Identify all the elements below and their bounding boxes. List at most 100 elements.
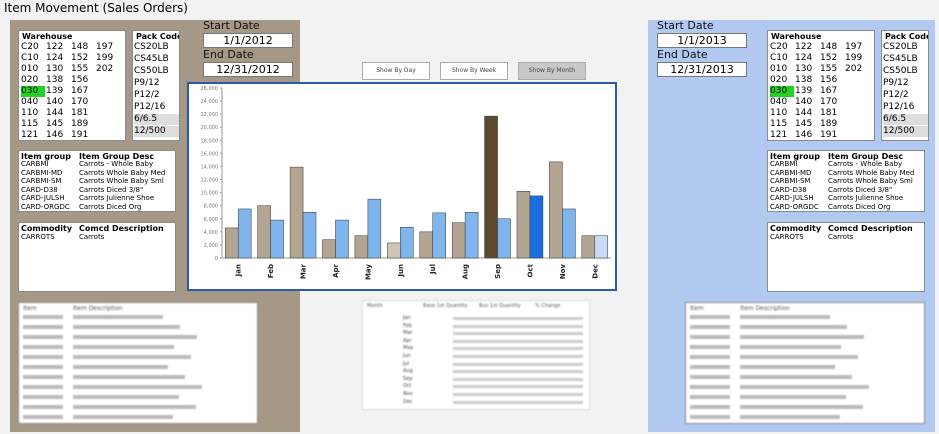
pack-code-item[interactable]: P12/16: [134, 102, 166, 112]
commodity-cell[interactable]: CARROTS: [770, 233, 804, 241]
warehouse-item[interactable]: 020: [770, 75, 788, 85]
pack-code-item[interactable]: 12/500: [883, 126, 928, 137]
warehouse-item[interactable]: 144: [46, 108, 64, 118]
item-group-cell[interactable]: Carrots Diced Org: [79, 202, 142, 211]
warehouse-item[interactable]: 130: [46, 64, 64, 74]
warehouse-item[interactable]: 155: [71, 64, 89, 74]
item-group-cell[interactable]: CARBMI-SM: [770, 177, 811, 185]
item-group-cell[interactable]: Carrots Whole Baby Sml: [79, 177, 164, 185]
warehouse-item[interactable]: 040: [21, 97, 39, 107]
warehouse-item[interactable]: 144: [795, 108, 813, 118]
pack-code-item[interactable]: P9/12: [883, 78, 909, 88]
pack-code-item[interactable]: CS50LB: [883, 66, 918, 76]
warehouse-item[interactable]: 020: [21, 75, 39, 85]
end-date-input[interactable]: 12/31/2013: [657, 62, 747, 77]
warehouse-item[interactable]: 191: [820, 130, 838, 140]
warehouse-item[interactable]: 139: [795, 86, 813, 96]
end-date-input[interactable]: 12/31/2012: [203, 62, 293, 77]
pack-code-item[interactable]: CS45LB: [883, 54, 918, 64]
item-group-cell[interactable]: CARD-D38: [770, 185, 807, 194]
pack-code-item[interactable]: CS20LB: [134, 42, 169, 52]
warehouse-item[interactable]: C20: [770, 42, 788, 52]
commodity-cell[interactable]: CARROTS: [21, 233, 55, 241]
pack-code-item[interactable]: CS50LB: [134, 66, 169, 76]
item-group-cell[interactable]: Carrots Whole Baby Med: [828, 168, 915, 177]
warehouse-item[interactable]: 110: [21, 108, 39, 118]
warehouse-item[interactable]: 138: [795, 75, 813, 85]
warehouse-item[interactable]: 189: [71, 119, 89, 129]
warehouse-item[interactable]: 167: [71, 86, 89, 96]
warehouse-item[interactable]: 146: [795, 130, 813, 140]
item-group-cell[interactable]: Carrots Whole Baby Sml: [828, 177, 913, 185]
item-group-cell[interactable]: CARBMI: [770, 160, 798, 168]
warehouse-item[interactable]: 122: [795, 42, 813, 52]
warehouse-item[interactable]: 139: [46, 86, 64, 96]
pack-code-item[interactable]: P12/16: [883, 102, 915, 112]
warehouse-item[interactable]: 191: [71, 130, 89, 140]
item-group-cell[interactable]: CARD-ORGDC: [770, 202, 819, 211]
pack-code-item[interactable]: 12/500: [134, 126, 179, 137]
warehouse-item[interactable]: 197: [845, 42, 863, 52]
warehouse-item[interactable]: 030: [770, 86, 794, 97]
view-button[interactable]: Show By Day: [362, 62, 430, 80]
warehouse-item[interactable]: 121: [770, 130, 788, 140]
item-group-cell[interactable]: Carrots Diced 3/8": [79, 185, 144, 194]
warehouse-item[interactable]: 199: [845, 53, 863, 63]
warehouse-item[interactable]: 202: [96, 64, 114, 74]
warehouse-item[interactable]: 110: [770, 108, 788, 118]
warehouse-item[interactable]: 152: [71, 53, 89, 63]
warehouse-item[interactable]: 140: [46, 97, 64, 107]
item-group-cell[interactable]: CARBMI-SM: [21, 177, 62, 185]
warehouse-item[interactable]: 170: [71, 97, 89, 107]
warehouse-item[interactable]: 199: [96, 53, 114, 63]
pack-code-item[interactable]: CS20LB: [883, 42, 918, 52]
view-button[interactable]: Show By Week: [440, 62, 508, 80]
item-group-cell[interactable]: Carrots Diced Org: [828, 202, 891, 211]
warehouse-item[interactable]: 140: [795, 97, 813, 107]
start-date-input[interactable]: 1/1/2013: [657, 33, 747, 48]
item-group-cell[interactable]: CARD-JULSH: [21, 194, 65, 202]
item-group-cell[interactable]: CARBMI-MD: [21, 168, 63, 177]
warehouse-item[interactable]: 156: [820, 75, 838, 85]
warehouse-item[interactable]: 197: [96, 42, 114, 52]
warehouse-item[interactable]: 145: [795, 119, 813, 129]
warehouse-item[interactable]: 010: [770, 64, 788, 74]
warehouse-item[interactable]: 155: [820, 64, 838, 74]
warehouse-item[interactable]: 181: [820, 108, 838, 118]
warehouse-item[interactable]: 145: [46, 119, 64, 129]
commodity-cell[interactable]: Carrots: [79, 233, 105, 241]
warehouse-item[interactable]: C10: [21, 53, 39, 63]
commodity-cell[interactable]: Carrots: [828, 233, 854, 241]
warehouse-item[interactable]: 122: [46, 42, 64, 52]
pack-code-item[interactable]: 6/6.5: [883, 114, 928, 125]
item-group-cell[interactable]: Carrots Diced 3/8": [828, 185, 893, 194]
item-group-cell[interactable]: CARD-D38: [21, 185, 58, 194]
item-group-cell[interactable]: Carrots - Whole Baby: [79, 160, 154, 168]
view-button[interactable]: Show By Month: [518, 62, 586, 80]
item-group-cell[interactable]: Carrots Julienne Shoe: [79, 194, 155, 202]
warehouse-item[interactable]: C10: [770, 53, 788, 63]
warehouse-item[interactable]: 152: [820, 53, 838, 63]
pack-code-item[interactable]: P12/2: [883, 90, 909, 100]
warehouse-item[interactable]: 040: [770, 97, 788, 107]
warehouse-item[interactable]: 030: [21, 86, 45, 97]
warehouse-item[interactable]: 010: [21, 64, 39, 74]
warehouse-item[interactable]: 181: [71, 108, 89, 118]
warehouse-item[interactable]: 148: [71, 42, 89, 52]
warehouse-item[interactable]: 146: [46, 130, 64, 140]
warehouse-item[interactable]: 167: [820, 86, 838, 96]
warehouse-item[interactable]: 138: [46, 75, 64, 85]
warehouse-item[interactable]: 115: [21, 119, 39, 129]
pack-code-item[interactable]: CS45LB: [134, 54, 169, 64]
pack-code-item[interactable]: P12/2: [134, 90, 160, 100]
warehouse-item[interactable]: C20: [21, 42, 39, 52]
item-group-cell[interactable]: CARD-JULSH: [770, 194, 814, 202]
warehouse-item[interactable]: 156: [71, 75, 89, 85]
warehouse-item[interactable]: 124: [46, 53, 64, 63]
item-group-cell[interactable]: Carrots Whole Baby Med: [79, 168, 166, 177]
warehouse-item[interactable]: 202: [845, 64, 863, 74]
warehouse-item[interactable]: 130: [795, 64, 813, 74]
warehouse-item[interactable]: 170: [820, 97, 838, 107]
warehouse-item[interactable]: 189: [820, 119, 838, 129]
item-group-cell[interactable]: Carrots Julienne Shoe: [828, 194, 904, 202]
